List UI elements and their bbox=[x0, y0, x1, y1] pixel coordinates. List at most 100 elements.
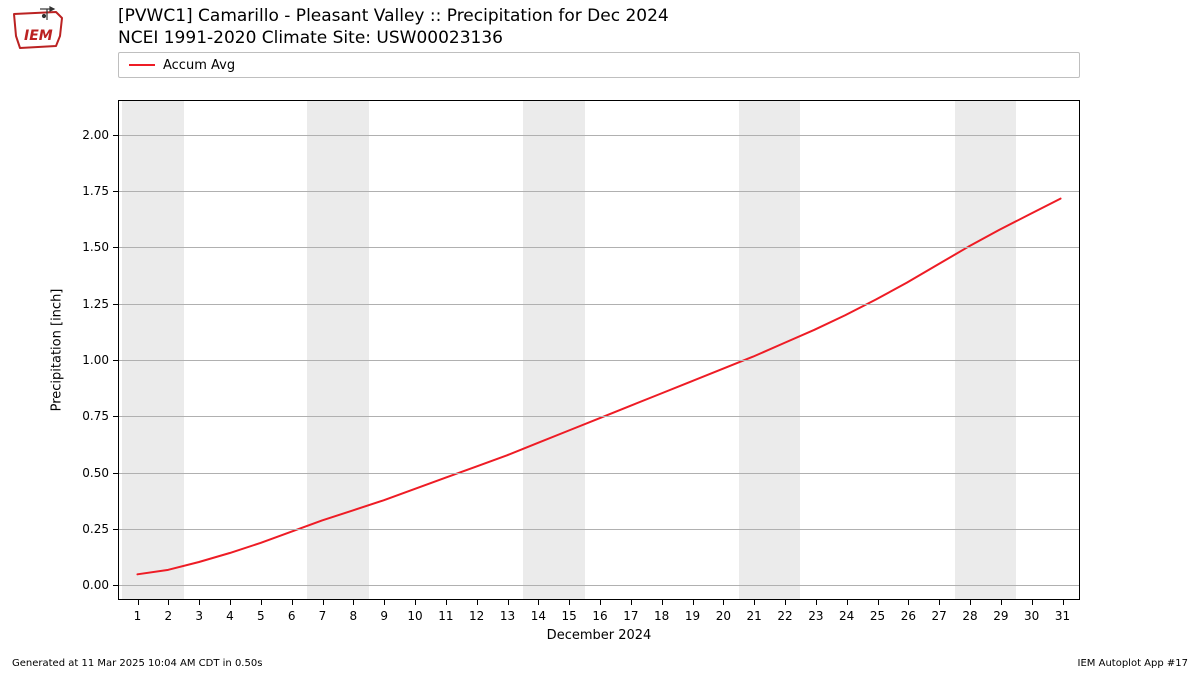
x-tick-label: 7 bbox=[319, 609, 327, 623]
x-tick-label: 12 bbox=[469, 609, 484, 623]
x-tick bbox=[662, 600, 663, 605]
x-tick-label: 5 bbox=[257, 609, 265, 623]
x-tick-label: 13 bbox=[500, 609, 515, 623]
x-tick-label: 19 bbox=[685, 609, 700, 623]
y-tick-label: 1.75 bbox=[82, 184, 109, 198]
x-tick-label: 31 bbox=[1055, 609, 1070, 623]
x-tick-label: 22 bbox=[777, 609, 792, 623]
svg-text:IEM: IEM bbox=[24, 28, 53, 44]
x-tick bbox=[1001, 600, 1002, 605]
y-tick-label: 1.50 bbox=[82, 240, 109, 254]
x-tick-label: 8 bbox=[350, 609, 358, 623]
x-tick bbox=[261, 600, 262, 605]
x-tick bbox=[1063, 600, 1064, 605]
x-tick-label: 24 bbox=[839, 609, 854, 623]
x-tick bbox=[569, 600, 570, 605]
y-tick-label: 0.00 bbox=[82, 578, 109, 592]
y-tick bbox=[113, 135, 118, 136]
x-tick bbox=[199, 600, 200, 605]
grid-line bbox=[119, 360, 1079, 361]
x-tick-label: 14 bbox=[531, 609, 546, 623]
y-tick bbox=[113, 304, 118, 305]
grid-line bbox=[119, 585, 1079, 586]
x-tick bbox=[230, 600, 231, 605]
x-tick bbox=[631, 600, 632, 605]
x-tick bbox=[415, 600, 416, 605]
y-tick bbox=[113, 416, 118, 417]
x-tick bbox=[508, 600, 509, 605]
iem-logo: IEM bbox=[10, 6, 66, 51]
x-tick-label: 4 bbox=[226, 609, 234, 623]
x-tick bbox=[168, 600, 169, 605]
x-tick bbox=[847, 600, 848, 605]
y-tick-label: 0.25 bbox=[82, 522, 109, 536]
x-tick bbox=[908, 600, 909, 605]
x-tick-label: 15 bbox=[562, 609, 577, 623]
x-tick-label: 30 bbox=[1024, 609, 1039, 623]
grid-line bbox=[119, 304, 1079, 305]
x-tick-label: 21 bbox=[747, 609, 762, 623]
y-tick-label: 0.75 bbox=[82, 409, 109, 423]
x-tick-label: 25 bbox=[870, 609, 885, 623]
chart-title-line1: [PVWC1] Camarillo - Pleasant Valley :: P… bbox=[118, 6, 669, 28]
chart-title-line2: NCEI 1991-2020 Climate Site: USW00023136 bbox=[118, 28, 669, 50]
x-axis-label: December 2024 bbox=[547, 628, 652, 643]
y-tick bbox=[113, 191, 118, 192]
x-tick-label: 20 bbox=[716, 609, 731, 623]
grid-line bbox=[119, 473, 1079, 474]
y-tick-label: 2.00 bbox=[82, 128, 109, 142]
y-tick-label: 1.25 bbox=[82, 297, 109, 311]
x-tick-label: 2 bbox=[165, 609, 173, 623]
x-tick bbox=[1032, 600, 1033, 605]
x-tick-label: 23 bbox=[808, 609, 823, 623]
x-tick-label: 3 bbox=[195, 609, 203, 623]
plot-area: Precipitation [inch] December 2024 0.000… bbox=[118, 100, 1080, 600]
x-tick-label: 10 bbox=[407, 609, 422, 623]
x-tick bbox=[693, 600, 694, 605]
x-tick-label: 6 bbox=[288, 609, 296, 623]
x-tick-label: 26 bbox=[901, 609, 916, 623]
x-tick bbox=[939, 600, 940, 605]
x-tick-label: 29 bbox=[993, 609, 1008, 623]
y-tick-label: 1.00 bbox=[82, 353, 109, 367]
x-tick-label: 1 bbox=[134, 609, 142, 623]
x-tick bbox=[754, 600, 755, 605]
legend-label: Accum Avg bbox=[163, 58, 235, 73]
grid-line bbox=[119, 529, 1079, 530]
x-tick-label: 28 bbox=[962, 609, 977, 623]
y-tick bbox=[113, 247, 118, 248]
grid-line bbox=[119, 191, 1079, 192]
x-tick bbox=[723, 600, 724, 605]
chart-title: [PVWC1] Camarillo - Pleasant Valley :: P… bbox=[118, 6, 669, 50]
y-tick bbox=[113, 529, 118, 530]
legend: Accum Avg bbox=[118, 52, 1080, 78]
x-tick bbox=[353, 600, 354, 605]
chart-line bbox=[119, 101, 1079, 599]
x-tick bbox=[538, 600, 539, 605]
x-tick-label: 16 bbox=[592, 609, 607, 623]
x-tick bbox=[138, 600, 139, 605]
footer-generated: Generated at 11 Mar 2025 10:04 AM CDT in… bbox=[12, 658, 262, 669]
y-axis-label: Precipitation [inch] bbox=[50, 289, 65, 412]
x-tick bbox=[477, 600, 478, 605]
x-tick-label: 11 bbox=[438, 609, 453, 623]
grid-line bbox=[119, 416, 1079, 417]
series-line bbox=[137, 199, 1060, 575]
x-tick bbox=[292, 600, 293, 605]
x-tick bbox=[785, 600, 786, 605]
grid-line bbox=[119, 247, 1079, 248]
x-tick bbox=[878, 600, 879, 605]
x-tick-label: 18 bbox=[654, 609, 669, 623]
x-tick bbox=[816, 600, 817, 605]
x-tick bbox=[600, 600, 601, 605]
x-tick-label: 27 bbox=[932, 609, 947, 623]
y-tick bbox=[113, 585, 118, 586]
x-tick bbox=[323, 600, 324, 605]
x-tick bbox=[970, 600, 971, 605]
x-tick-label: 17 bbox=[623, 609, 638, 623]
grid-line bbox=[119, 135, 1079, 136]
x-tick bbox=[384, 600, 385, 605]
legend-swatch bbox=[129, 64, 155, 66]
y-tick bbox=[113, 473, 118, 474]
x-tick-label: 9 bbox=[380, 609, 388, 623]
